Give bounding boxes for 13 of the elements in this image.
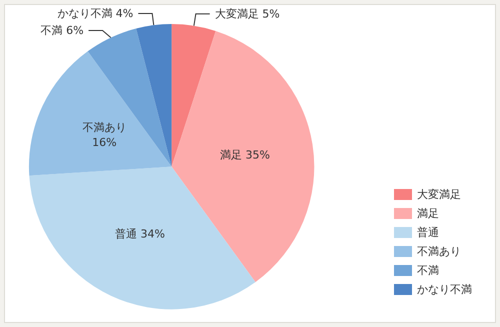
category-label: かなり不満 4%	[57, 7, 134, 20]
legend-label: 不満	[417, 264, 439, 277]
legend-label: 不満あり	[417, 245, 461, 258]
category-label: 満足 35%	[220, 148, 270, 162]
slice-label: 不満あり	[82, 121, 126, 134]
category-label: 普通 34%	[114, 227, 165, 240]
legend-label: 大変満足	[417, 188, 461, 201]
legend-label: 満足	[417, 207, 439, 220]
legend-label: かなり不満	[417, 283, 472, 296]
legend-label: 普通	[417, 226, 439, 239]
category-label: 大変満足 5%	[214, 7, 280, 20]
category-label: 不満 6%	[40, 24, 84, 37]
data-label: 16%	[92, 136, 117, 150]
